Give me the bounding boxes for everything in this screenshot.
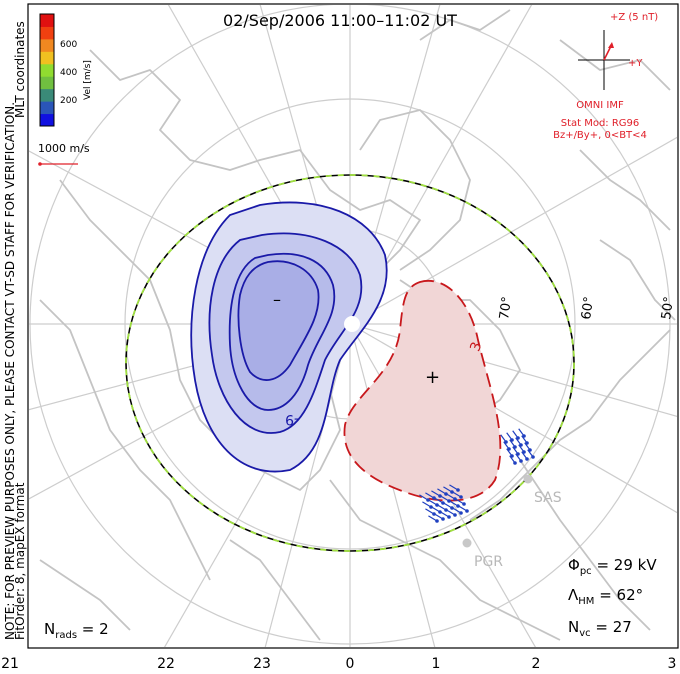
colorbar-tick-600: 600 — [60, 40, 77, 50]
latitude-label-50: 50° — [659, 296, 677, 321]
colorbar-cell — [40, 101, 54, 115]
velocity-vector-origin — [465, 509, 469, 513]
mlt-label-23: 23 — [253, 656, 271, 672]
imf-z-label: +Z (5 nT) — [610, 12, 658, 23]
velocity-vector-origin — [456, 488, 460, 492]
velocity-vector-origin — [447, 515, 451, 519]
velocity-vector-origin — [432, 496, 436, 500]
colorbar-cell — [40, 14, 54, 27]
phi-pc-value: 29 kV — [614, 556, 658, 574]
svg-text:ΛHM = 62°: ΛHM = 62° — [568, 586, 643, 607]
mlt-label-0: 0 — [346, 656, 355, 672]
mlt-label-3: 3 — [668, 656, 677, 672]
colorbar-tick-200: 200 — [60, 96, 77, 106]
velocity-vectors — [419, 428, 535, 523]
positive-potential-cell — [343, 279, 502, 502]
velocity-vector-origin — [441, 501, 445, 505]
radar-label-pgr: PGR — [474, 554, 503, 570]
svg-text:Nrads = 2: Nrads = 2 — [44, 620, 109, 641]
imf-dial: +Z (5 nT) +Y OMNI IMF Stat Mod: RG96 Bz+… — [553, 12, 658, 141]
fit-order-label: FitOrder: 8, mapEX format — [13, 482, 27, 640]
vector-scale-label: 1000 m/s — [38, 142, 90, 155]
velocity-vector-origin — [438, 510, 442, 514]
potential-max-marker: + — [425, 367, 440, 388]
mlt-label-1: 1 — [432, 656, 441, 672]
colorbar-label: Vel [m/s] — [83, 60, 93, 100]
velocity-vector-origin — [456, 504, 460, 508]
preview-note: NOTE: FOR PREVIEW PURPOSES ONLY, PLEASE … — [3, 102, 17, 640]
velocity-vector-origin — [438, 494, 442, 498]
velocity-vector-origin — [429, 505, 433, 509]
velocity-vector-origin — [435, 503, 439, 507]
vector-scale: 1000 m/s — [38, 142, 90, 166]
svg-text:Φpc = 29 kV: Φpc = 29 kV — [568, 556, 657, 577]
colorbar-cell — [40, 63, 54, 77]
mlt-coordinates-label: MLT coordinates — [13, 21, 27, 118]
colorbar-cell — [40, 88, 54, 102]
hm-boundary-dash — [125, 174, 575, 552]
latitude-label-70: 70° — [497, 296, 515, 321]
n-vc-value: 27 — [613, 618, 632, 636]
velocity-vector-origin — [519, 459, 523, 463]
velocity-vector-origin — [459, 495, 463, 499]
negative-potential-cell — [190, 201, 388, 473]
latitude-label-60: 60° — [579, 296, 597, 321]
velocity-vector-origin — [525, 457, 529, 461]
radar-pgr-site — [462, 538, 472, 548]
velocity-vector-origin — [531, 455, 535, 459]
svg-text:Nvc = 27: Nvc = 27 — [568, 618, 632, 639]
imf-stat-model: Stat Mod: RG96 — [561, 118, 640, 129]
potential-min-marker: – — [273, 290, 281, 309]
lambda-hm-value: 62° — [617, 586, 644, 604]
imf-condition: Bz+/By+, 0<BT<4 — [553, 130, 647, 141]
colorbar-tick-400: 400 — [60, 68, 77, 78]
velocity-vector-origin — [462, 502, 466, 506]
velocity-vector-origin — [450, 490, 454, 494]
velocity-vector-origin — [432, 512, 436, 516]
colorbar-cell — [40, 76, 54, 90]
map-title: 02/Sep/2006 11:00–11:02 UT — [223, 11, 457, 30]
velocity-colorbar: 600 400 200 Vel [m/s] — [39, 13, 93, 127]
colorbar-cell — [40, 113, 54, 127]
velocity-vector-origin — [435, 519, 439, 523]
negative-contour-label: -9 — [285, 411, 299, 427]
velocity-vector-origin — [447, 499, 451, 503]
velocity-vector-origin — [441, 517, 445, 521]
colorbar-cell — [40, 26, 54, 40]
radar-label-sas: SAS — [534, 490, 562, 506]
velocity-vector-origin — [453, 513, 457, 517]
velocity-vector-origin — [513, 461, 517, 465]
plot-frame — [27, 3, 679, 649]
mlt-axis: 21 22 23 0 1 2 3 — [1, 656, 676, 672]
velocity-vector-origin — [426, 498, 430, 502]
velocity-vector-origin — [444, 492, 448, 496]
colorbar-cell — [40, 38, 54, 52]
n-rads-value: 2 — [99, 620, 109, 638]
velocity-vector-origin — [450, 506, 454, 510]
mlt-label-22: 22 — [157, 656, 175, 672]
radar-sas-site — [523, 474, 533, 484]
velocity-vector-origin — [444, 508, 448, 512]
colorbar-cell — [40, 51, 54, 65]
imf-source: OMNI IMF — [576, 100, 624, 111]
velocity-vector-origin — [459, 511, 463, 515]
mlt-label-2: 2 — [532, 656, 541, 672]
velocity-vector-origin — [453, 497, 457, 501]
map-statistics: Φpc = 29 kV ΛHM = 62° Nvc = 27 Nrads = 2 — [44, 556, 657, 641]
mlt-label-21: 21 — [1, 656, 19, 672]
pole-marker — [344, 316, 360, 332]
imf-y-label: +Y — [628, 58, 643, 69]
